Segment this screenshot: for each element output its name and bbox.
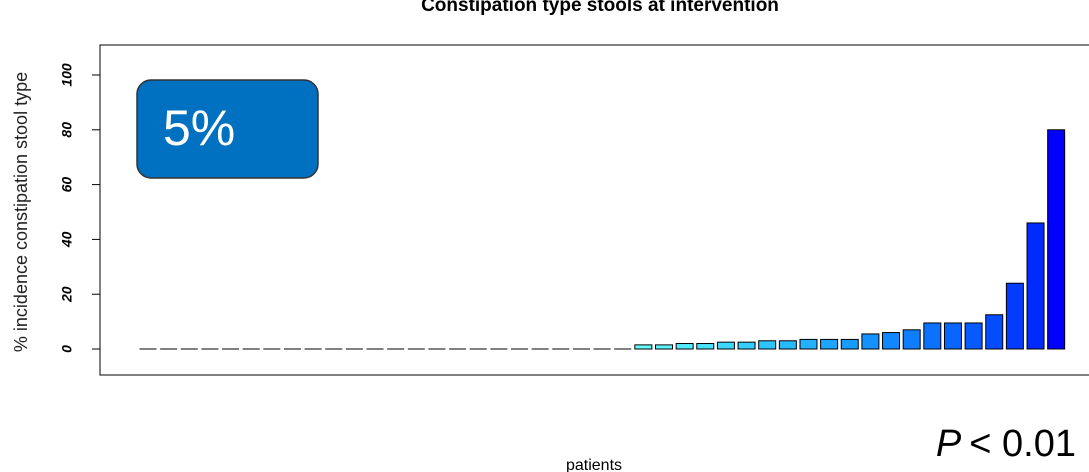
annotation: 5% [163,100,235,156]
chart-title: Constipation type stools at intervention [421,0,779,16]
bar [799,338,818,350]
bar [861,333,880,350]
bar [778,340,797,350]
p-value: P < 0.01 [936,423,1076,465]
bar [902,329,921,350]
bar [675,343,694,350]
annotation-box [136,79,319,179]
y-tick-label: 60 [59,177,75,193]
y-tick-label: 40 [59,231,75,248]
bar [737,341,756,350]
y-axis-label: % incidence constipation stool type [11,72,31,352]
p-symbol: P [936,423,962,465]
bar [758,340,777,350]
bar [820,338,839,350]
bar [1047,129,1066,350]
bar [716,341,735,350]
bar [943,322,962,350]
bar [882,332,901,350]
p-text: < 0.01 [969,423,1076,465]
y-tick-label: 20 [59,286,75,303]
y-tick-label: 80 [59,122,75,138]
bar [1005,282,1024,350]
bar [985,314,1004,350]
bar [1026,222,1045,350]
bar [634,344,653,350]
bar [840,338,859,350]
y-tick-label: 100 [59,63,75,87]
bar [923,322,942,350]
x-axis-label: patients [566,457,622,472]
bar [696,343,715,350]
bar [964,322,983,350]
bar [655,344,673,350]
plot-frame [99,44,1089,376]
y-tick-label: 0 [59,345,75,353]
